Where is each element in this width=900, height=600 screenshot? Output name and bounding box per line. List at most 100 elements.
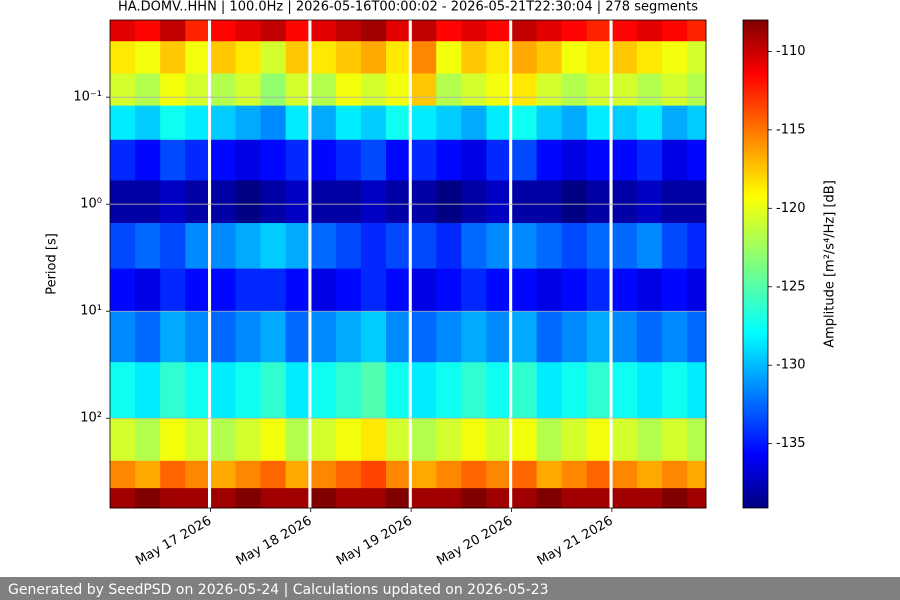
heatmap-cell	[311, 488, 337, 509]
heatmap-cell	[386, 362, 409, 419]
heatmap-cell	[512, 311, 538, 363]
heatmap-cell	[285, 139, 309, 181]
heatmap-cell	[160, 418, 186, 462]
heatmap-cell	[536, 362, 563, 419]
heatmap-cell	[285, 20, 309, 42]
heatmap-cell	[110, 105, 136, 141]
heatmap-cell	[211, 362, 236, 419]
heatmap-cell	[436, 180, 462, 224]
heatmap-cell	[461, 460, 487, 489]
heatmap-cell	[311, 105, 337, 141]
heatmap-cell	[561, 488, 588, 509]
heatmap-cell	[360, 488, 387, 509]
heatmap-cell	[360, 139, 387, 181]
heatmap-cell	[411, 460, 437, 489]
heatmap-cell	[536, 268, 563, 312]
colorbar-tick-label: -115	[776, 122, 806, 137]
heatmap-cell	[386, 488, 409, 509]
heatmap-cell	[160, 73, 186, 107]
heatmap-cell	[636, 311, 663, 363]
heatmap-cell	[461, 180, 487, 224]
heatmap-cell	[512, 362, 538, 419]
heatmap-cell	[185, 180, 208, 224]
heatmap-cell	[612, 73, 638, 107]
heatmap-cell	[436, 362, 462, 419]
heatmap-cell	[512, 418, 538, 462]
heatmap-cell	[536, 488, 563, 509]
y-axis-label: Period [s]	[45, 233, 60, 295]
heatmap-cell	[235, 268, 261, 312]
heatmap-cell	[411, 105, 437, 141]
heatmap-cell	[335, 41, 362, 74]
colorbar	[742, 19, 769, 509]
heatmap-cell	[586, 362, 610, 419]
heatmap-cell	[386, 223, 409, 270]
heatmap-cell	[687, 362, 707, 419]
heatmap-cell	[561, 362, 588, 419]
heatmap-cell	[311, 180, 337, 224]
footer-bar	[0, 577, 900, 600]
heatmap-cell	[561, 105, 588, 141]
heatmap-cell	[486, 460, 510, 489]
heatmap-cell	[285, 105, 309, 141]
heatmap-cell	[260, 460, 287, 489]
heatmap-cell	[586, 139, 610, 181]
heatmap-cell	[662, 460, 688, 489]
plot-frame	[109, 19, 707, 509]
heatmap-cell	[135, 268, 161, 312]
heatmap-cell	[110, 362, 136, 419]
heatmap-cell	[461, 20, 487, 42]
heatmap-cell	[235, 311, 261, 363]
heatmap-cell	[311, 268, 337, 312]
heatmap-cell	[461, 268, 487, 312]
heatmap-cell	[662, 311, 688, 363]
y-tick-label: 10⁻¹	[73, 90, 102, 105]
heatmap-cell	[185, 73, 208, 107]
heatmap-cell	[160, 41, 186, 74]
heatmap-cell	[486, 362, 510, 419]
heatmap-cell	[486, 223, 510, 270]
y-tick-label: 10⁰	[80, 197, 102, 212]
heatmap-cell	[536, 105, 563, 141]
heatmap-cell	[311, 41, 337, 74]
heatmap-cell	[411, 223, 437, 270]
heatmap-cell	[561, 180, 588, 224]
heatmap-cell	[160, 20, 186, 42]
heatmap-cell	[285, 223, 309, 270]
heatmap-cell	[386, 180, 409, 224]
heatmap-cell	[260, 223, 287, 270]
heatmap-cell	[235, 362, 261, 419]
heatmap-cell	[360, 223, 387, 270]
heatmap-cell	[260, 418, 287, 462]
heatmap-cell	[636, 180, 663, 224]
heatmap-cell	[486, 105, 510, 141]
heatmap-cell	[135, 311, 161, 363]
heatmap-cell	[636, 73, 663, 107]
heatmap-cell	[285, 73, 309, 107]
heatmap-cell	[135, 362, 161, 419]
heatmap-cell	[360, 73, 387, 107]
heatmap-cell	[436, 223, 462, 270]
heatmap-cell	[636, 139, 663, 181]
heatmap-cell	[461, 488, 487, 509]
heatmap-cell	[586, 41, 610, 74]
heatmap-cell	[687, 223, 707, 270]
heatmap-cell	[335, 488, 362, 509]
heatmap-cell	[536, 418, 563, 462]
heatmap-cell	[411, 20, 437, 42]
heatmap-cell	[185, 362, 208, 419]
heatmap-cell	[612, 41, 638, 74]
heatmap-cell	[612, 460, 638, 489]
heatmap-cell	[436, 105, 462, 141]
chart-title: HA.DOMV..HHN | 100.0Hz | 2026-05-16T00:0…	[118, 0, 698, 15]
heatmap-cell	[411, 362, 437, 419]
heatmap-cell	[461, 73, 487, 107]
heatmap-cell	[110, 180, 136, 224]
heatmap-cell	[561, 418, 588, 462]
heatmap-cell	[110, 20, 136, 42]
heatmap-cell	[436, 311, 462, 363]
heatmap-cell	[411, 418, 437, 462]
heatmap-cell	[185, 139, 208, 181]
heatmap-cell	[335, 105, 362, 141]
heatmap-cell	[687, 311, 707, 363]
